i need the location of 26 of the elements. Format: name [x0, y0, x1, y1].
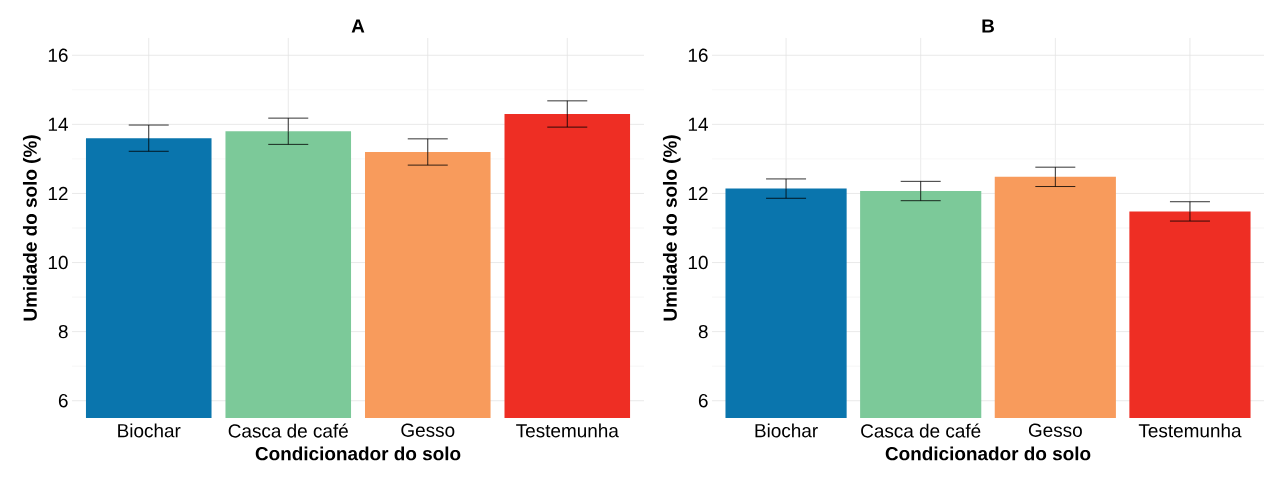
x-axis-title: Condicionador do solo [885, 446, 1091, 461]
y-tick-label: 10 [688, 255, 708, 270]
y-tick-label: 12 [48, 186, 68, 201]
chart-title: B [982, 19, 994, 33]
x-tick-label: Testemunha [1138, 423, 1242, 438]
y-tick-label: 6 [58, 394, 68, 408]
y-tick-label: 12 [688, 186, 708, 201]
x-tick-label: Casca de café [228, 423, 348, 438]
x-tick-label: Biochar [755, 423, 818, 438]
y-tick-label: 8 [698, 324, 708, 339]
y-axis-title: Umidade do solo (%) [662, 135, 681, 321]
x-axis-title: Condicionador do solo [255, 446, 461, 461]
y-tick-label: 10 [48, 255, 68, 270]
y-tick-label: 16 [688, 48, 708, 62]
x-tick-label: Testemunha [516, 423, 619, 438]
y-tick-label: 16 [48, 48, 68, 62]
x-tick-label: Gesso [1028, 423, 1082, 437]
chart-title: A [351, 19, 365, 33]
x-tick-label: Gesso [401, 423, 455, 437]
y-tick-label: 14 [48, 117, 68, 131]
y-tick-label: 6 [698, 394, 708, 408]
y-tick-label: 8 [58, 324, 68, 339]
y-axis-title: Umidade do solo (%) [22, 135, 41, 321]
x-tick-label: Biochar [118, 423, 181, 438]
x-tick-label: Casca de café [861, 423, 981, 438]
y-tick-label: 14 [688, 117, 708, 131]
